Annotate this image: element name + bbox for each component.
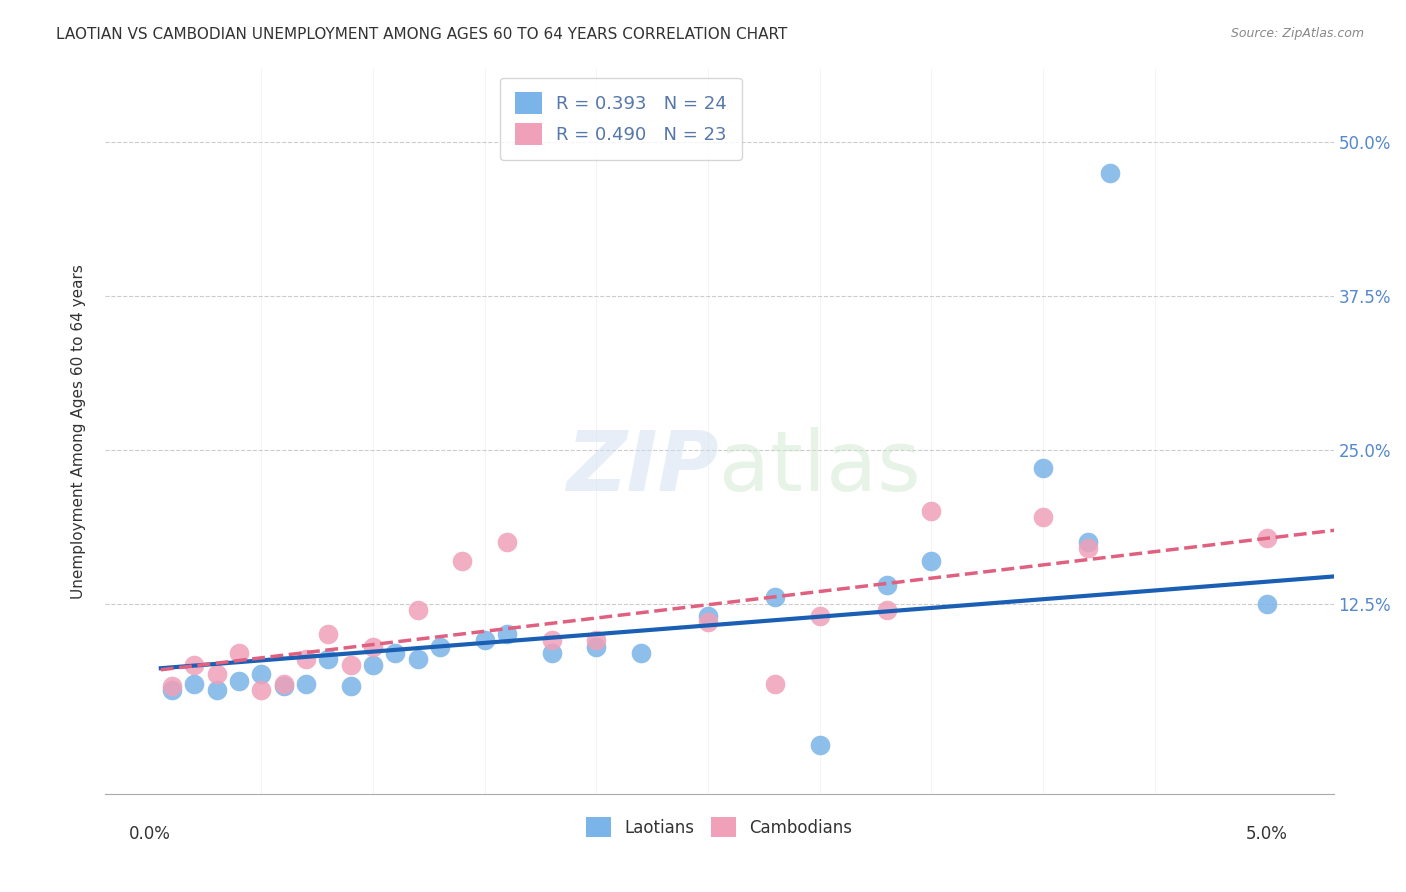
Point xyxy=(697,608,720,623)
Point xyxy=(1032,510,1054,524)
Point xyxy=(228,674,250,689)
Point xyxy=(808,738,831,752)
Point xyxy=(1032,461,1054,475)
Point xyxy=(183,658,205,673)
Point xyxy=(1077,541,1099,556)
Point xyxy=(318,627,340,641)
Point xyxy=(451,553,474,567)
Point xyxy=(876,603,898,617)
Point xyxy=(540,646,562,660)
Point xyxy=(876,578,898,592)
Point xyxy=(160,682,183,697)
Point xyxy=(1367,658,1389,673)
Point xyxy=(585,633,607,648)
Point xyxy=(318,652,340,666)
Point xyxy=(295,676,318,690)
Y-axis label: Unemployment Among Ages 60 to 64 years: Unemployment Among Ages 60 to 64 years xyxy=(72,264,86,599)
Legend: Laotians, Cambodians: Laotians, Cambodians xyxy=(579,810,859,844)
Point xyxy=(250,682,273,697)
Point xyxy=(1099,166,1122,180)
Point xyxy=(496,535,519,549)
Point xyxy=(630,646,652,660)
Point xyxy=(697,615,720,629)
Point xyxy=(763,676,786,690)
Point xyxy=(763,591,786,605)
Text: Source: ZipAtlas.com: Source: ZipAtlas.com xyxy=(1230,27,1364,40)
Point xyxy=(1077,535,1099,549)
Text: atlas: atlas xyxy=(720,427,921,508)
Text: 5.0%: 5.0% xyxy=(1246,825,1288,843)
Point xyxy=(273,676,295,690)
Point xyxy=(920,504,942,518)
Point xyxy=(339,658,361,673)
Point xyxy=(1256,597,1278,611)
Point xyxy=(273,679,295,693)
Point xyxy=(808,608,831,623)
Point xyxy=(250,666,273,681)
Point xyxy=(474,633,496,648)
Point xyxy=(406,603,429,617)
Point xyxy=(384,646,406,660)
Point xyxy=(160,679,183,693)
Point xyxy=(361,640,384,654)
Point xyxy=(361,658,384,673)
Text: ZIP: ZIP xyxy=(567,427,720,508)
Point xyxy=(496,627,519,641)
Point xyxy=(920,553,942,567)
Point xyxy=(429,640,451,654)
Point xyxy=(205,666,228,681)
Point xyxy=(406,652,429,666)
Point xyxy=(295,652,318,666)
Point xyxy=(585,640,607,654)
Point xyxy=(183,676,205,690)
Point xyxy=(228,646,250,660)
Point xyxy=(540,633,562,648)
Text: 0.0%: 0.0% xyxy=(129,825,170,843)
Point xyxy=(205,682,228,697)
Text: LAOTIAN VS CAMBODIAN UNEMPLOYMENT AMONG AGES 60 TO 64 YEARS CORRELATION CHART: LAOTIAN VS CAMBODIAN UNEMPLOYMENT AMONG … xyxy=(56,27,787,42)
Point xyxy=(1256,532,1278,546)
Point xyxy=(339,679,361,693)
